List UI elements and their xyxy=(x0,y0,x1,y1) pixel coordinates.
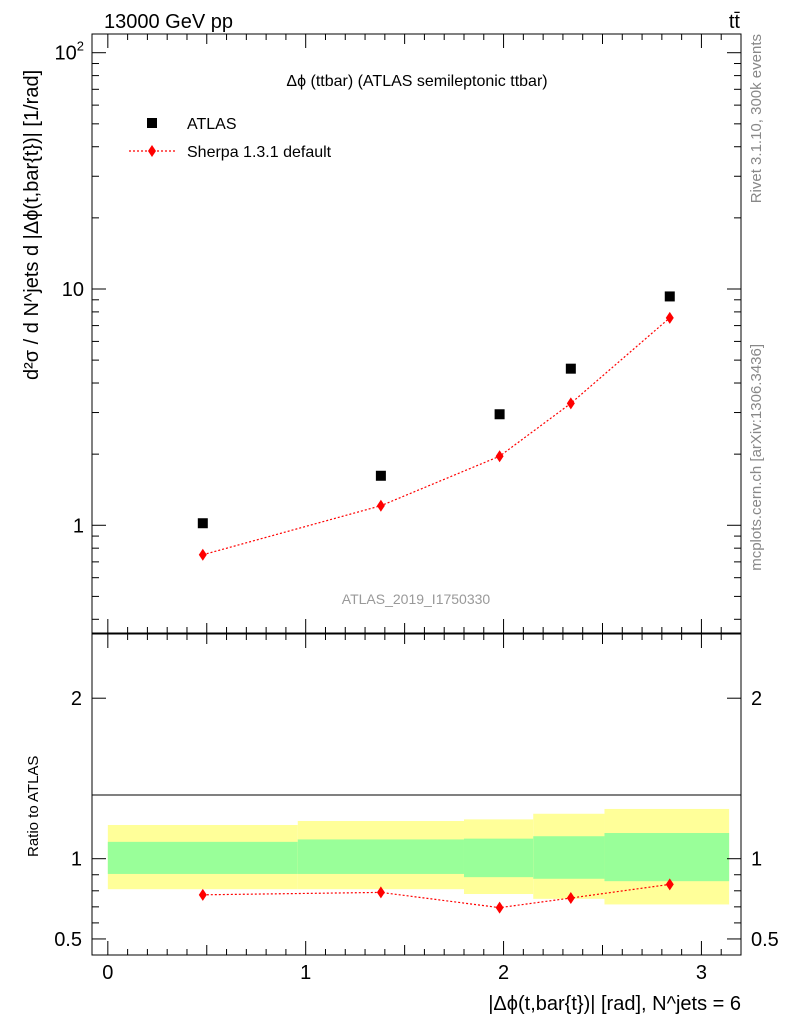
ratio-y-tick-label: 1 xyxy=(71,849,82,871)
process-label: tt̄ xyxy=(729,11,741,33)
stat-uncertainty-band xyxy=(107,841,298,874)
ratio-y-axis-label: Ratio to ATLAS xyxy=(25,756,42,857)
sherpa-point xyxy=(376,499,385,512)
main-axis-ticks: 1 10 102 xyxy=(55,34,742,633)
x-tick-label: 1 xyxy=(300,962,311,984)
ratio-y-tick-label-right: 1 xyxy=(751,849,762,871)
rivet-label: Rivet 3.1.10, 300k events xyxy=(748,34,765,203)
stat-uncertainty-band xyxy=(604,833,730,882)
y-tick-label: 102 xyxy=(55,39,84,65)
legend-atlas-marker xyxy=(147,118,157,128)
stat-uncertainty-band xyxy=(297,839,464,874)
y-tick-label: 1 xyxy=(73,515,84,537)
x-tick-label: 3 xyxy=(696,962,707,984)
atlas-point xyxy=(494,409,505,420)
atlas-point xyxy=(664,291,675,302)
ratio-y-tick-label-right: 0.5 xyxy=(751,929,779,951)
atlas-point xyxy=(565,363,576,374)
stat-uncertainty-band xyxy=(463,838,534,878)
x-tick-label: 0 xyxy=(102,962,113,984)
legend: ATLAS Sherpa 1.3.1 default xyxy=(129,116,332,161)
ratio-sherpa-point xyxy=(566,892,575,905)
ratio-axis-ticks: 0.5 0.5 1 1 2 2 0 1 2 3 xyxy=(54,634,779,984)
atlas-point xyxy=(197,518,208,529)
sherpa-point xyxy=(665,311,674,324)
ratio-uncertainty-bands xyxy=(107,808,730,905)
stat-uncertainty-band xyxy=(533,836,605,879)
ratio-y-tick-label-right: 2 xyxy=(751,688,762,710)
sherpa-point xyxy=(198,548,207,561)
ratio-sherpa-point xyxy=(376,886,385,899)
sherpa-line xyxy=(202,317,671,556)
ratio-series-layer xyxy=(198,878,674,914)
legend-sherpa-label: Sherpa 1.3.1 default xyxy=(187,144,332,161)
legend-atlas-label: ATLAS xyxy=(187,116,237,133)
analysis-label: ATLAS_2019_I1750330 xyxy=(342,591,491,607)
ratio-y-tick-label: 0.5 xyxy=(54,929,82,951)
ratio-frame xyxy=(91,633,742,956)
ratio-panel: 0.5 0.5 1 1 2 2 0 1 2 3 Ratio to ATLAS |Δϕ(t,bar{… xyxy=(25,633,779,1015)
ratio-y-tick-label: 2 xyxy=(71,688,82,710)
ratio-sherpa-point xyxy=(495,901,504,914)
y-tick-label: 10 xyxy=(62,279,84,301)
legend-sherpa-marker xyxy=(148,145,156,157)
mcplots-label: mcplots.cern.ch [arXiv:1306.3436] xyxy=(748,344,765,571)
sherpa-point xyxy=(495,450,504,463)
sherpa-point xyxy=(566,397,575,410)
atlas-point xyxy=(375,470,386,481)
main-series-layer xyxy=(197,291,675,561)
energy-label: 13000 GeV pp xyxy=(104,11,233,33)
ratio-sherpa-point xyxy=(198,888,207,901)
main-y-axis-label: d²σ / d N^jets d |Δϕ(t,bar{t})| [1/rad] xyxy=(21,70,43,380)
x-axis-label: |Δϕ(t,bar{t})| [rad], N^jets = 6 xyxy=(488,993,741,1015)
main-panel: 1 10 102 Δϕ (ttbar) (ATLAS semileptonic tt… xyxy=(21,33,742,634)
x-tick-label: 2 xyxy=(498,962,509,984)
ratio-sherpa-point xyxy=(665,878,674,891)
main-title: Δϕ (ttbar) (ATLAS semileptonic ttbar) xyxy=(286,73,547,90)
main-frame xyxy=(91,33,742,634)
